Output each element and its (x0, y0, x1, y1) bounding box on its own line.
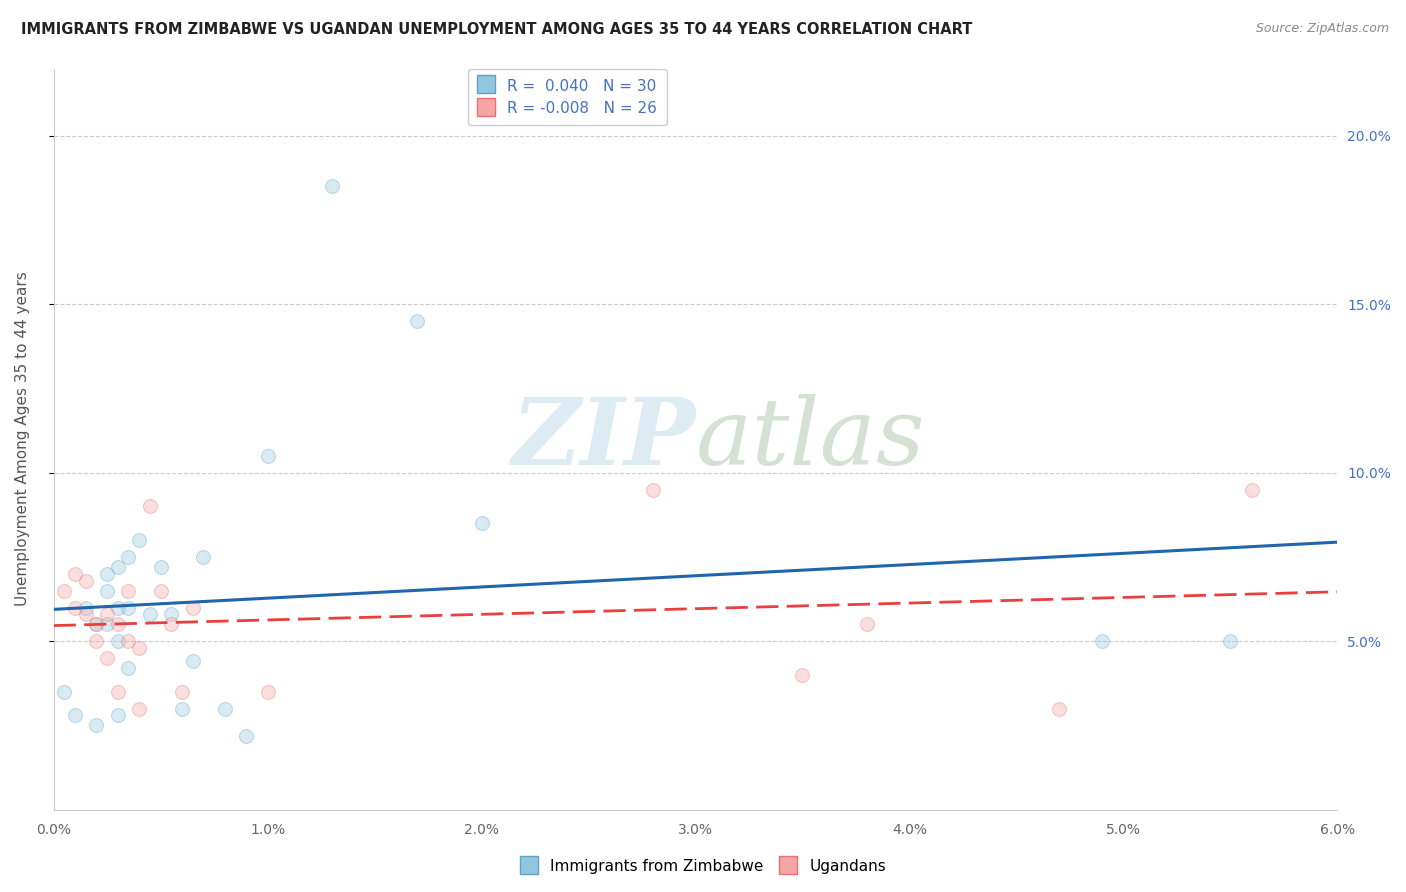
Point (75, 600, 97, 615)
Y-axis label: Unemployment Among Ages 35 to 44 years: Unemployment Among Ages 35 to 44 years (15, 272, 30, 607)
Point (1047, 701, 1070, 715)
Point (139, 607, 162, 622)
Point (256, 449, 278, 463)
Point (214, 701, 236, 715)
Point (96, 651, 118, 665)
Point (128, 640, 150, 655)
Point (149, 583, 172, 598)
Point (256, 685, 278, 699)
Text: IMMIGRANTS FROM ZIMBABWE VS UGANDAN UNEMPLOYMENT AMONG AGES 35 TO 44 YEARS CORRE: IMMIGRANTS FROM ZIMBABWE VS UGANDAN UNEM… (21, 22, 973, 37)
Point (107, 634, 129, 648)
Point (107, 708, 129, 723)
Point (53, 685, 76, 699)
Point (75, 574, 97, 588)
Point (96, 607, 118, 622)
Point (181, 655, 204, 669)
Point (63, 600, 86, 615)
Point (107, 560, 129, 574)
Point (160, 617, 183, 632)
Point (86, 617, 108, 632)
Point (117, 549, 139, 564)
Point (86, 617, 108, 632)
Point (117, 583, 139, 598)
Point (117, 600, 139, 615)
Point (107, 600, 129, 615)
Point (117, 634, 139, 648)
Point (149, 560, 172, 574)
Point (170, 685, 193, 699)
Point (193, 549, 215, 564)
Point (1240, 483, 1263, 497)
Point (96, 583, 118, 598)
Point (792, 668, 814, 682)
Point (96, 566, 118, 581)
Point (181, 600, 204, 615)
Point (128, 701, 150, 715)
Point (86, 718, 108, 732)
Text: ZIP: ZIP (512, 394, 696, 484)
Point (75, 607, 97, 622)
Point (107, 685, 129, 699)
Point (96, 617, 118, 632)
Text: atlas: atlas (696, 394, 925, 484)
Text: Source: ZipAtlas.com: Source: ZipAtlas.com (1256, 22, 1389, 36)
Point (107, 617, 129, 632)
Point (235, 729, 257, 743)
Point (160, 607, 183, 622)
Point (641, 483, 664, 497)
Point (128, 533, 150, 548)
Point (117, 661, 139, 675)
Point (855, 617, 877, 632)
Point (406, 314, 429, 328)
Point (321, 179, 343, 194)
Point (139, 500, 162, 514)
Point (1219, 634, 1241, 648)
Point (470, 516, 492, 531)
Point (1091, 634, 1114, 648)
Point (170, 701, 193, 715)
Point (53, 583, 76, 598)
Legend: R =  0.040   N = 30, R = -0.008   N = 26: R = 0.040 N = 30, R = -0.008 N = 26 (468, 69, 666, 125)
Point (63, 566, 86, 581)
Legend: Immigrants from Zimbabwe, Ugandans: Immigrants from Zimbabwe, Ugandans (513, 853, 893, 880)
Point (86, 634, 108, 648)
Point (63, 708, 86, 723)
